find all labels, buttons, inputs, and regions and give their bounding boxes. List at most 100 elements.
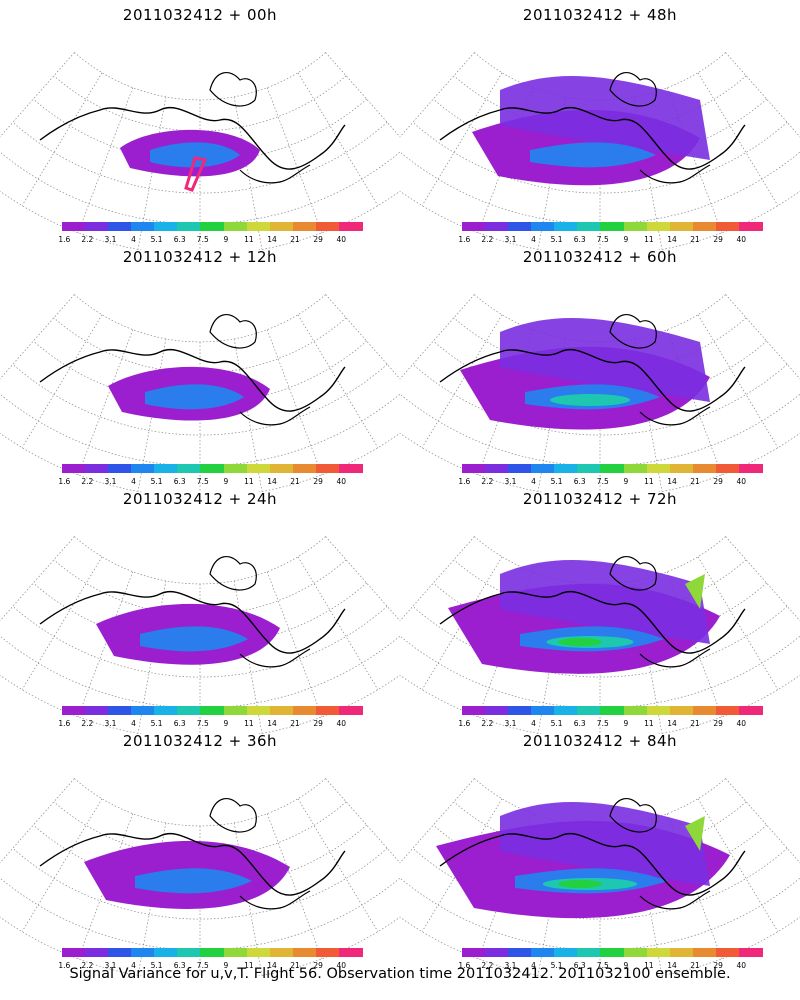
colorbar-cell	[62, 948, 86, 957]
colorbar-cell	[646, 222, 671, 231]
colorbar-tick-label: 5.1	[550, 719, 563, 728]
colorbar-cell	[600, 222, 625, 231]
colorbar-tick-label: 3.1	[104, 477, 117, 486]
colorbar-tick-label: 2.2	[481, 961, 494, 970]
us-coastline	[239, 648, 311, 668]
colorbar-cell	[531, 464, 556, 473]
colorbar: 1.6 2.2 3.1 4 5.1 6.3 7.5 9 11 14 21 29 40	[458, 464, 763, 488]
polar-map	[0, 536, 400, 734]
variance-region-north	[500, 76, 710, 160]
colorbar-tick-label: 11	[244, 719, 254, 728]
colorbar-cell	[338, 464, 363, 473]
map-panel: 2011032412 + 36h 1.6 2.2 3.1 4 5.1 6.3 7.5 9 11 14…	[0, 726, 400, 976]
colorbar-cell	[508, 222, 533, 231]
colorbar-cell	[85, 948, 110, 957]
colorbar-tick-label: 6.3	[573, 961, 586, 970]
variance-region-mid	[150, 142, 240, 168]
colorbar-tick-label: 9	[623, 477, 629, 486]
colorbar-cell	[246, 464, 271, 473]
colorbar-tick-label: 2.2	[81, 961, 94, 970]
polar-map	[400, 294, 800, 492]
colorbar-tick-label: 21	[690, 235, 700, 244]
arctic-islands	[209, 556, 257, 591]
colorbar-cell	[131, 222, 156, 231]
colorbar-cell	[600, 464, 625, 473]
panel-title: 2011032412 + 12h	[122, 248, 278, 266]
colorbar-tick-label: 9	[623, 961, 629, 970]
colorbar-cell	[62, 706, 86, 715]
colorbar-tick-label: 40	[336, 719, 346, 728]
us-coastline	[639, 164, 711, 184]
colorbar-cell	[269, 464, 294, 473]
variance-region-north	[500, 318, 710, 402]
us-coastline	[239, 164, 311, 184]
colorbar-cell	[715, 706, 740, 715]
colorbar-cell	[554, 464, 579, 473]
variance-region-north	[500, 560, 710, 644]
colorbar-tick-label: 21	[690, 477, 700, 486]
colorbar-cell	[692, 948, 717, 957]
colorbar-cell	[738, 464, 763, 473]
colorbar-cell	[738, 222, 763, 231]
colorbar-cell	[485, 948, 510, 957]
colorbar-tick-label: 29	[713, 477, 723, 486]
map-panel: 2011032412 + 12h 1.6 2.2 3.1 4 5.1 6.3 7.5 9 11 14…	[0, 242, 400, 492]
colorbar: 1.6 2.2 3.1 4 5.1 6.3 7.5 9 11 14 21 29 40	[458, 706, 763, 730]
colorbar-cell	[292, 948, 317, 957]
variance-field	[460, 318, 710, 430]
colorbar-cell	[577, 464, 602, 473]
colorbar-cell	[108, 706, 133, 715]
panel-title: 2011032412 + 48h	[522, 6, 678, 24]
colorbar-tick-label: 40	[336, 477, 346, 486]
arctic-islands	[609, 798, 657, 833]
coastline	[439, 349, 746, 412]
colorbar-tick-label: 14	[267, 719, 277, 728]
colorbar-cell	[338, 948, 363, 957]
us-coastline	[639, 406, 711, 426]
colorbar: 1.6 2.2 3.1 4 5.1 6.3 7.5 9 11 14 21 29 40	[58, 222, 363, 246]
colorbar-tick-label: 3.1	[104, 719, 117, 728]
colorbar-cell	[669, 706, 694, 715]
figure-caption: Signal Variance for u,v,T. Flight 56. Ob…	[69, 966, 731, 982]
variance-region-peak	[558, 880, 602, 888]
colorbar-tick-label: 21	[290, 477, 300, 486]
panel-title: 2011032412 + 84h	[522, 732, 678, 750]
colorbar-cell	[485, 464, 510, 473]
variance-region-mid	[140, 626, 248, 652]
polar-map	[400, 52, 800, 250]
flight-track	[184, 156, 208, 192]
colorbar-cell	[577, 948, 602, 957]
colorbar-cell	[669, 948, 694, 957]
colorbar-cell	[246, 222, 271, 231]
colorbar-tick-label: 1.6	[458, 719, 471, 728]
polar-map	[400, 536, 800, 734]
colorbar-cell	[246, 948, 271, 957]
colorbar-tick-label: 6.3	[573, 477, 586, 486]
map-panel: 2011032412 + 48h 1.6 2.2 3.1 4 5.1 6.3 7.5 9 11 14…	[400, 0, 800, 250]
colorbar-tick-label: 1.6	[58, 961, 71, 970]
colorbar-tick-label: 4	[531, 961, 536, 970]
colorbar-tick-label: 1.6	[458, 477, 471, 486]
variance-field	[472, 76, 710, 186]
colorbar-tick-label: 14	[267, 961, 277, 970]
colorbar-cell	[154, 222, 179, 231]
colorbar: 1.6 2.2 3.1 4 5.1 6.3 7.5 9 11 14 21 29 40	[458, 222, 763, 246]
colorbar-tick-label: 7.5	[596, 719, 609, 728]
colorbar-cell	[531, 222, 556, 231]
colorbar-tick-label: 7.5	[596, 477, 609, 486]
colorbar-cell	[269, 948, 294, 957]
colorbar-cell	[600, 948, 625, 957]
colorbar: 1.6 2.2 3.1 4 5.1 6.3 7.5 9 11 14 21 29 40	[58, 706, 363, 730]
colorbar-cell	[554, 948, 579, 957]
colorbar-tick-label: 14	[267, 235, 277, 244]
colorbar-tick-label: 5.1	[150, 719, 163, 728]
colorbar-cell	[715, 222, 740, 231]
colorbar-tick-label: 4	[531, 235, 536, 244]
colorbar-tick-label: 3.1	[504, 961, 517, 970]
colorbar-cell	[177, 706, 202, 715]
colorbar-tick-label: 6.3	[173, 235, 186, 244]
colorbar-tick-label: 3.1	[504, 477, 517, 486]
colorbar-cell	[246, 706, 271, 715]
variance-region-east	[685, 574, 705, 609]
colorbar-tick-label: 5.1	[150, 961, 163, 970]
